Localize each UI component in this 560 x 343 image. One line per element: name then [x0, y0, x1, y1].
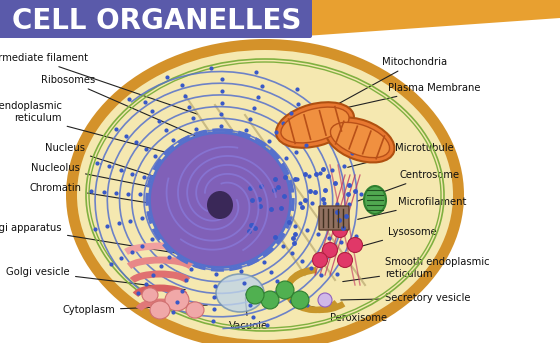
Text: Golgi vesicle: Golgi vesicle [6, 267, 185, 290]
Text: Plasma Membrane: Plasma Membrane [348, 83, 480, 107]
Ellipse shape [323, 243, 338, 258]
Text: Secretory vesicle: Secretory vesicle [341, 293, 470, 303]
Ellipse shape [77, 50, 453, 340]
Ellipse shape [312, 252, 328, 268]
Ellipse shape [150, 301, 170, 319]
Text: Cytoplasm: Cytoplasm [62, 305, 207, 315]
Ellipse shape [142, 288, 158, 302]
Text: Mitochondria: Mitochondria [307, 57, 447, 121]
Text: Rough endoplasmic
reticulum: Rough endoplasmic reticulum [0, 101, 192, 159]
Text: CELL ORGANELLES: CELL ORGANELLES [12, 7, 301, 35]
Ellipse shape [150, 132, 291, 268]
Text: Centrosome: Centrosome [358, 170, 460, 201]
Text: Nucleolus: Nucleolus [31, 163, 215, 200]
Ellipse shape [338, 252, 352, 268]
Ellipse shape [348, 237, 362, 252]
Ellipse shape [261, 291, 279, 309]
Ellipse shape [276, 102, 354, 148]
Ellipse shape [276, 281, 294, 299]
Text: Smooth endoplasmic
reticulum: Smooth endoplasmic reticulum [343, 257, 489, 282]
Ellipse shape [66, 39, 464, 343]
Ellipse shape [165, 289, 189, 311]
Ellipse shape [216, 274, 264, 312]
Text: Vacuole: Vacuole [228, 298, 268, 331]
Text: Nucleus: Nucleus [45, 143, 194, 189]
Ellipse shape [281, 107, 349, 143]
Text: Chromatin: Chromatin [30, 183, 202, 212]
Text: Ribosomes: Ribosomes [41, 75, 203, 139]
Polygon shape [305, 0, 560, 36]
FancyBboxPatch shape [319, 206, 349, 230]
Ellipse shape [246, 286, 264, 304]
Ellipse shape [318, 293, 332, 307]
Ellipse shape [291, 291, 309, 309]
Text: Microfilament: Microfilament [358, 197, 466, 220]
FancyBboxPatch shape [0, 0, 312, 38]
Ellipse shape [207, 191, 233, 219]
Text: Peroxisome: Peroxisome [307, 306, 387, 323]
Text: Microtubule: Microtubule [348, 143, 454, 167]
Ellipse shape [325, 118, 394, 163]
Ellipse shape [333, 223, 348, 237]
Text: Intermediate filament: Intermediate filament [0, 53, 197, 114]
Text: Golgi apparatus: Golgi apparatus [0, 223, 185, 255]
Text: Lysosome: Lysosome [358, 227, 437, 247]
Ellipse shape [186, 302, 204, 318]
Ellipse shape [364, 186, 386, 214]
Ellipse shape [330, 122, 390, 158]
